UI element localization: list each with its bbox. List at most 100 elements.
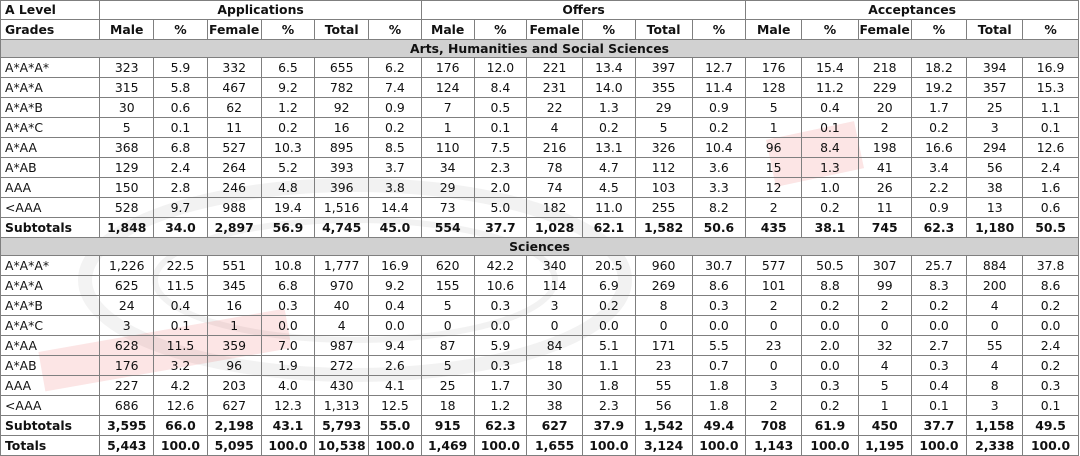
subcolumn-header: % [368,19,422,40]
table-cell: 12 [745,177,803,198]
row-label: A*A*A [0,275,101,296]
table-cell: 0.3 [910,355,968,376]
table-cell: 1.9 [260,355,316,376]
table-cell: 56 [634,395,693,416]
table-cell: 11.0 [582,197,636,218]
table-cell: 0.3 [691,295,747,316]
table-cell: 11 [857,197,912,218]
table-cell: 12.3 [260,395,316,416]
table-cell: 100.0 [473,435,528,456]
table-cell: 0.0 [260,315,316,336]
table-cell: 10.4 [691,137,747,158]
table-cell: 29 [420,177,475,198]
table-cell: 1,180 [966,217,1024,238]
table-cell: 20 [857,97,912,118]
table-cell: 2.3 [582,395,636,416]
table-cell: 8.4 [473,77,528,98]
table-cell: 0.2 [801,395,859,416]
table-cell: 38 [966,177,1024,198]
table-cell: 0 [857,315,912,336]
grade-header-line-1: A Level [0,0,101,20]
table-cell: 1.1 [1022,97,1079,118]
table-cell: 49.5 [1022,415,1079,436]
table-cell: 1.2 [473,395,528,416]
table-row: <AAA 528 9.7 988 19.4 1,516 14.4 73 5.0 182 11.0 25… [0,197,1079,218]
table-cell: 0 [420,315,475,336]
table-row: AAA 150 2.8 246 4.8 396 3.8 29 2.0 74 4.5 103 3.3 12 1… [0,177,1079,198]
table-cell: 13.4 [582,57,636,78]
table-cell: 100.0 [260,435,316,456]
table-cell: 9.2 [260,77,316,98]
table-cell: 708 [745,415,803,436]
table-cell: 221 [526,57,583,78]
table-cell: 627 [526,415,583,436]
subcolumn-header: Male [745,19,803,40]
table-cell: 9.4 [368,335,422,356]
table-cell: 110 [420,137,475,158]
table-cell: 554 [420,217,475,238]
table-cell: 0.2 [1022,355,1079,376]
table-cell: 96 [745,137,803,158]
table-cell: 960 [634,255,693,276]
table-cell: 124 [420,77,475,98]
table-cell: 628 [99,335,155,356]
table-cell: 988 [206,197,262,218]
table-row: A*A*C 3 0.1 1 0.0 4 0.0 0 0.0 0 0.0 0 0.0 0 0.0 0 0.0 0 0.… [0,315,1079,336]
table-cell: 56.9 [260,217,316,238]
table-cell: 4 [314,315,370,336]
table-cell: 38.1 [801,217,859,238]
table-cell: 577 [745,255,803,276]
table-cell: 100.0 [582,435,636,456]
table-cell: 368 [99,137,155,158]
table-cell: 56 [966,157,1024,178]
subtotal-row: Subtotals 3,595 66.0 2,198 43.1 5,793 55.0 915 6… [0,415,1079,436]
table-cell: 0.1 [801,117,859,138]
table-cell: 10.6 [473,275,528,296]
table-cell: 551 [206,255,262,276]
table-cell: 1,195 [857,435,912,456]
row-label: A*A*A* [0,57,101,78]
grade-header-line-2: Grades [0,19,101,40]
table-cell: 1.6 [1022,177,1079,198]
table-cell: 13 [966,197,1024,218]
table-cell: 895 [314,137,370,158]
table-row: A*AA 628 11.5 359 7.0 987 9.4 87 5.9 84 5.1 171 5.5 2… [0,335,1079,356]
table-cell: 255 [634,197,693,218]
table-cell: 0 [526,315,583,336]
subcolumn-header: Female [206,19,262,40]
table-cell: 2 [857,117,912,138]
table-cell: 294 [966,137,1024,158]
table-cell: 11 [206,117,262,138]
table-cell: 1.7 [473,375,528,396]
subcolumn-header: % [153,19,208,40]
table-cell: 66.0 [153,415,208,436]
table-cell: 4.2 [153,375,208,396]
table-cell: 101 [745,275,803,296]
table-cell: 19.4 [260,197,316,218]
table-cell: 3.4 [910,157,968,178]
acceptances-group-header: Acceptances [745,0,1079,20]
table-cell: 355 [634,77,693,98]
table-cell: 8.5 [368,137,422,158]
table-cell: 655 [314,57,370,78]
subcolumn-header: % [910,19,968,40]
table-cell: 1,655 [526,435,583,456]
table-cell: 100.0 [691,435,747,456]
table-cell: 18.2 [910,57,968,78]
table-cell: 6.9 [582,275,636,296]
table-cell: 345 [206,275,262,296]
table-cell: 0.4 [368,295,422,316]
table-cell: 1,158 [966,415,1024,436]
table-cell: 30 [99,97,155,118]
table-cell: 2.8 [153,177,208,198]
table-cell: 10,538 [314,435,370,456]
table-cell: 3.7 [368,157,422,178]
table-cell: 0.0 [801,315,859,336]
table-cell: 1.8 [582,375,636,396]
table-cell: 12.7 [691,57,747,78]
table-cell: 396 [314,177,370,198]
table-cell: 41 [857,157,912,178]
subcolumn-header: Total [966,19,1024,40]
table-cell: 0.3 [801,375,859,396]
